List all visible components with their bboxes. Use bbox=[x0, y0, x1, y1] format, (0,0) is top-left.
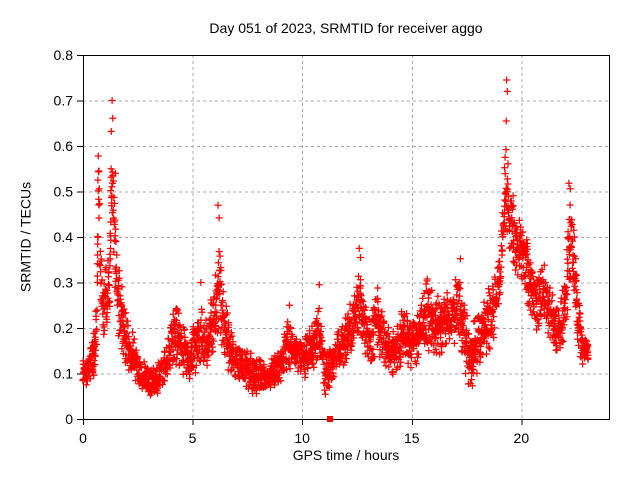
data-points bbox=[79, 76, 592, 399]
y-tick-label: 0.5 bbox=[54, 184, 74, 200]
x-tick-label: 10 bbox=[294, 430, 310, 446]
x-tick-label: 15 bbox=[404, 430, 420, 446]
x-axis-label: GPS time / hours bbox=[292, 447, 400, 463]
zero-value-marker bbox=[327, 416, 334, 422]
y-axis-label: SRMTID / TECUs bbox=[17, 181, 34, 293]
y-tick-label: 0.7 bbox=[54, 93, 74, 109]
plot-border bbox=[83, 55, 610, 420]
x-tick-label: 20 bbox=[514, 430, 530, 446]
y-tick-label: 0.8 bbox=[54, 47, 74, 63]
x-tick-label: 0 bbox=[79, 430, 87, 446]
y-tick-label: 0.1 bbox=[54, 366, 74, 382]
y-tick-label: 0.6 bbox=[54, 138, 74, 154]
chart-title: Day 051 of 2023, SRMTID for receiver agg… bbox=[209, 20, 483, 36]
y-tick-label: 0.3 bbox=[54, 275, 74, 291]
x-tick-label: 5 bbox=[189, 430, 197, 446]
y-tick-label: 0.4 bbox=[54, 229, 74, 245]
y-tick-label: 0 bbox=[65, 411, 73, 427]
y-tick-label: 0.2 bbox=[54, 320, 74, 336]
